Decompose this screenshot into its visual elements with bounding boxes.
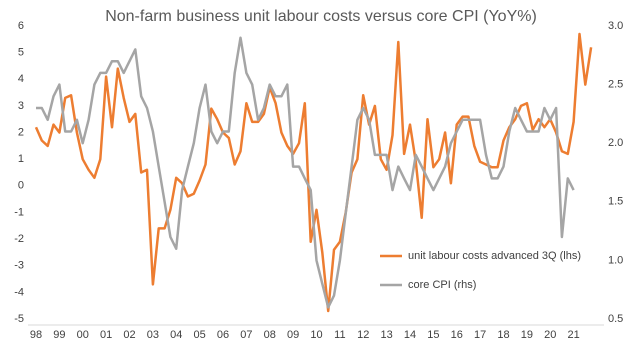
y-tick-label: -5 xyxy=(14,313,24,325)
y2-tick-label: 0.5 xyxy=(608,313,623,325)
series-line xyxy=(34,32,593,313)
y-tick-label: 5 xyxy=(18,47,24,59)
x-tick-label: 20 xyxy=(544,329,556,341)
x-tick-label: 09 xyxy=(287,329,299,341)
x-tick-label: 21 xyxy=(567,329,579,341)
x-tick-label: 17 xyxy=(474,329,486,341)
y-tick-label: 1 xyxy=(18,153,24,165)
x-tick-label: 07 xyxy=(240,329,252,341)
x-tick-label: 15 xyxy=(427,329,439,341)
y2-tick-label: 2.0 xyxy=(608,137,623,149)
y-tick-label: -2 xyxy=(14,233,24,245)
x-tick-label: 14 xyxy=(404,329,416,341)
legend-label: core CPI (rhs) xyxy=(408,279,476,291)
y2-tick-label: 1.0 xyxy=(608,254,623,266)
series-line xyxy=(36,36,575,309)
x-tick-label: 01 xyxy=(100,329,112,341)
y-tick-label: -4 xyxy=(14,286,24,298)
x-tick-label: 13 xyxy=(380,329,392,341)
x-tick-label: 06 xyxy=(217,329,229,341)
x-tick-label: 05 xyxy=(193,329,205,341)
x-tick-label: 00 xyxy=(77,329,89,341)
y2-tick-label: 3.0 xyxy=(608,20,623,32)
y-tick-label: 6 xyxy=(18,20,24,32)
y-tick-label: -1 xyxy=(14,206,24,218)
x-tick-label: 02 xyxy=(123,329,135,341)
x-tick-label: 99 xyxy=(53,329,65,341)
legend-label: unit labour costs advanced 3Q (lhs) xyxy=(408,250,581,262)
x-tick-label: 18 xyxy=(497,329,509,341)
y-tick-label: 4 xyxy=(18,73,24,85)
y2-tick-label: 1.5 xyxy=(608,196,623,208)
y2-tick-label: 2.5 xyxy=(608,79,623,91)
x-tick-label: 16 xyxy=(451,329,463,341)
x-tick-label: 98 xyxy=(30,329,42,341)
y-tick-label: 0 xyxy=(18,180,24,192)
x-tick-label: 10 xyxy=(310,329,322,341)
y-tick-label: -3 xyxy=(14,260,24,272)
x-tick-label: 19 xyxy=(521,329,533,341)
x-tick-label: 03 xyxy=(147,329,159,341)
x-tick-label: 04 xyxy=(170,329,182,341)
x-tick-label: 11 xyxy=(334,329,345,341)
y-tick-label: 3 xyxy=(18,100,24,112)
y-tick-label: 2 xyxy=(18,126,24,138)
chart-title: Non-farm business unit labour costs vers… xyxy=(105,8,537,25)
x-tick-label: 08 xyxy=(264,329,276,341)
x-tick-label: 12 xyxy=(357,329,369,341)
